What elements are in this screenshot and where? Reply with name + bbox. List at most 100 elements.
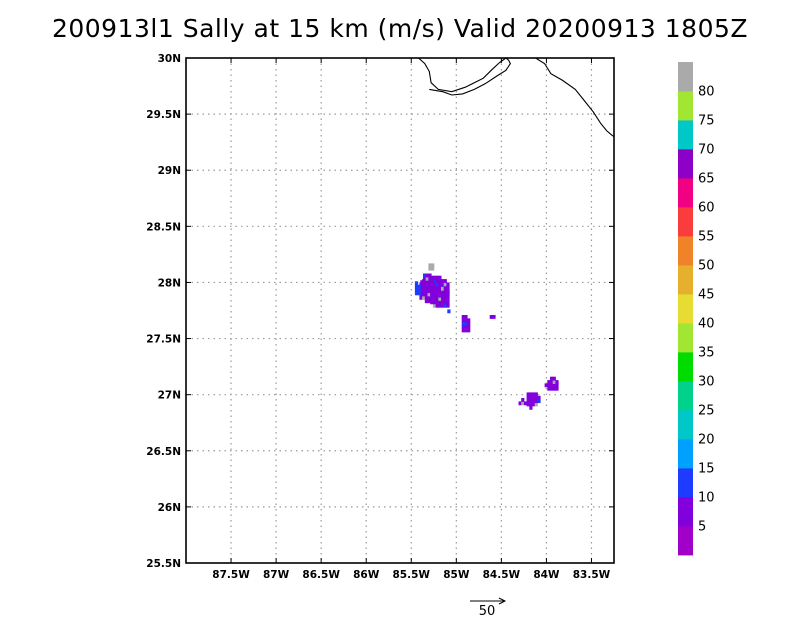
colorbar-swatch (678, 468, 693, 498)
y-tick-label: 30N (158, 53, 181, 65)
wind-cell (419, 292, 423, 297)
wind-cell (550, 376, 554, 381)
wind-cell (427, 285, 431, 290)
x-tick-label: 83.5W (573, 569, 611, 581)
wind-cell (438, 275, 442, 280)
wind-cell (526, 395, 530, 400)
colorbar-swatch (678, 207, 693, 237)
wind-cell (424, 292, 429, 297)
y-tick-label: 28N (158, 277, 181, 289)
wind-cell (414, 281, 419, 286)
chart-title: 200913l1 Sally at 15 km (m/s) Valid 2020… (51, 14, 749, 43)
colorbar-label: 40 (698, 317, 715, 332)
wind-cell (428, 263, 432, 268)
wind-cell (547, 383, 551, 388)
colorbar-label: 30 (698, 375, 715, 390)
y-tick-label: 29.5N (146, 109, 181, 121)
coastline (418, 57, 615, 138)
wind-cell (446, 297, 450, 301)
wind-cell (443, 300, 447, 305)
wind-cell (430, 300, 434, 305)
wind-cell (424, 285, 429, 290)
wind-cell (552, 383, 556, 388)
wind-cell (544, 383, 548, 388)
colorbar-label: 70 (698, 143, 715, 158)
wind-cell (419, 295, 423, 300)
wind-cell (446, 282, 450, 287)
x-tick-label: 86W (353, 569, 380, 581)
wind-cell (423, 273, 427, 278)
y-tick-label: 25.5N (146, 558, 181, 570)
wind-cell (552, 376, 556, 381)
wind-cell (526, 399, 530, 404)
wind-cell (427, 299, 431, 304)
x-tick-label: 87W (263, 569, 290, 581)
colorbar-swatch (678, 91, 693, 121)
wind-cell (464, 318, 468, 323)
wind-cell (492, 315, 496, 319)
wind-cell (438, 286, 442, 291)
x-axis-ticks: 87.5W 87W 86.5W 86W 85.5W 85W 84.5W 84W 83.5W (212, 58, 611, 581)
wind-cell (547, 386, 551, 391)
wind-cell (526, 392, 530, 397)
x-tick-label: 85W (443, 569, 470, 581)
colorbar-label: 60 (698, 201, 715, 216)
wind-cell (532, 399, 536, 404)
colorbar-label: 5 (698, 520, 706, 535)
wind-cell (464, 325, 468, 329)
colorbar-swatch (678, 294, 693, 324)
wind-cell (441, 286, 445, 291)
wind-cell (430, 293, 434, 298)
wind-cell (443, 282, 447, 287)
wind-cell (550, 380, 554, 384)
wind-cell (435, 290, 439, 295)
wind-cell (435, 297, 439, 301)
wind-cell (432, 286, 437, 291)
wind-cell (414, 284, 419, 289)
wind-cell (428, 266, 432, 271)
wind-cell (431, 266, 435, 271)
wind-cell (431, 276, 435, 281)
colorbar-swatch (678, 439, 693, 469)
wind-cell (441, 303, 445, 308)
y-tick-label: 28.5N (146, 221, 181, 233)
wind-cell (438, 293, 442, 298)
wind-cell (555, 383, 559, 388)
vector-scale: 50 (470, 597, 507, 618)
wind-cell (432, 300, 437, 305)
wind-cell (443, 293, 447, 298)
wind-cell (428, 283, 432, 288)
wind-cell (461, 328, 465, 333)
vector-scale-arrowhead (498, 597, 507, 605)
y-tick-label: 26N (158, 502, 181, 514)
wind-cell (438, 279, 442, 283)
coastline-segment (535, 57, 615, 138)
colorbar-swatch (678, 62, 693, 92)
wind-cell (467, 321, 471, 326)
wind-cell (518, 401, 522, 406)
wind-cell (461, 325, 465, 329)
wind-cell (417, 284, 421, 289)
colorbar-label: 25 (698, 404, 715, 419)
wind-cell (464, 321, 468, 326)
wind-cell (552, 380, 556, 384)
colorbar-label: 10 (698, 491, 715, 506)
wind-cell (443, 297, 447, 301)
wind-cell (521, 401, 525, 406)
wind-cell (431, 280, 435, 285)
wind-cell (550, 386, 554, 391)
wind-cell (443, 279, 447, 283)
wind-cell (432, 303, 437, 308)
colorbar-swatch (678, 236, 693, 266)
wind-cell (464, 328, 468, 333)
wind-cell (427, 297, 431, 301)
colorbar: 5 10 15 20 25 30 35 40 45 50 55 60 65 70 75 80 (678, 62, 715, 556)
wind-cell (430, 297, 434, 301)
wind-cell (461, 318, 465, 323)
wind-cell (431, 283, 435, 288)
wind-cell (529, 405, 533, 410)
wind-cell (550, 383, 554, 388)
wind-cell (547, 380, 551, 384)
wind-cell (446, 300, 450, 305)
wind-cell (446, 293, 450, 298)
